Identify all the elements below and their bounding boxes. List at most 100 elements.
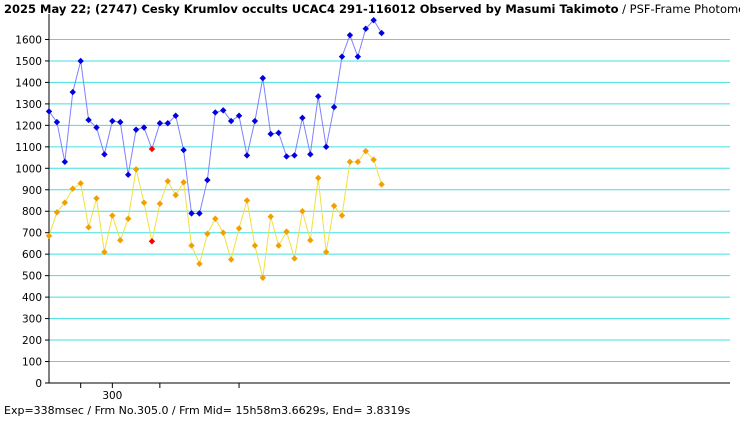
data-point-yellow [69,185,76,192]
data-point-blue [156,120,164,127]
y-tick-label: 700 [22,228,42,240]
data-point-blue [338,53,346,60]
data-point-blue [53,118,61,126]
data-point-blue [299,114,306,122]
data-point-yellow [180,179,187,186]
data-point-blue [196,210,203,217]
data-point-blue [283,153,290,160]
data-point-blue [330,103,338,111]
data-point-blue [101,151,108,158]
data-point-yellow [188,242,195,249]
data-point-blue [275,129,282,137]
data-point-yellow [109,212,116,219]
data-point-yellow [140,199,148,206]
data-point-yellow [164,177,171,185]
data-point-yellow [227,256,235,263]
data-point-yellow [338,212,346,219]
data-point-yellow [322,248,330,256]
y-tick-label: 100 [22,357,42,369]
data-point-blue [251,117,259,125]
data-point-yellow [251,242,259,249]
data-point-blue [354,53,362,60]
data-point-blue [124,171,132,178]
y-tick-label: 1000 [15,163,42,175]
data-point-blue [235,112,243,119]
data-point-yellow [370,156,377,163]
data-point-blue [362,25,369,32]
data-point-blue [172,112,179,119]
data-point-yellow [235,225,243,232]
data-point-yellow [172,191,179,199]
data-point-yellow [283,228,290,235]
data-point-yellow [148,238,156,245]
y-tick-label: 1400 [15,77,42,89]
data-point-yellow [101,248,108,256]
data-point-blue [267,130,274,138]
y-tick-label: 600 [22,249,42,261]
data-point-blue [212,109,219,116]
data-point-yellow [346,158,354,166]
series-line-blue [48,19,383,214]
data-point-yellow [291,255,298,262]
y-tick-label: 1500 [15,56,42,68]
chart-title-method: / PSF-Frame Photometry / [622,2,740,16]
y-tick-label: 200 [22,335,42,347]
data-point-blue [69,88,76,96]
data-point-yellow [124,215,132,222]
data-point-blue [140,124,148,131]
data-point-yellow [212,215,219,222]
data-point-blue [220,107,227,114]
y-tick-label: 500 [22,271,42,283]
data-point-yellow [259,274,267,281]
chart-title: 2025 May 22; (2747) Cesky Krumlov occult… [4,2,740,16]
data-point-yellow [196,260,203,268]
data-point-blue [85,116,92,124]
data-point-blue [148,145,156,153]
data-point-blue [132,126,140,133]
y-tick-label: 1100 [15,142,42,154]
y-tick-label: 1300 [15,99,42,111]
data-point-yellow [53,209,61,216]
data-point-blue [93,124,100,131]
frame-info-footer: Exp=338msec / Frm No.305.0 / Frm Mid= 15… [4,404,411,417]
data-point-blue [180,146,187,154]
data-point-blue [370,16,377,24]
data-point-blue [109,117,116,125]
y-tick-label: 0 [35,378,42,390]
data-point-yellow [315,174,322,182]
data-point-yellow [117,237,124,244]
y-tick-label: 1200 [15,120,42,132]
data-point-yellow [275,242,282,249]
y-tick-label: 900 [22,185,42,197]
data-point-yellow [243,197,251,204]
x-tick-label: 300 [102,390,122,402]
y-tick-label: 800 [22,206,42,218]
data-point-yellow [330,202,338,210]
data-point-yellow [45,232,53,240]
data-point-yellow [267,213,274,220]
data-point-blue [204,176,211,184]
data-point-blue [322,143,330,151]
data-point-blue [346,31,354,39]
data-point-yellow [61,199,69,206]
data-point-yellow [378,181,385,188]
data-point-blue [291,152,298,159]
data-point-blue [259,74,267,82]
data-point-blue [61,158,69,166]
data-point-yellow [220,229,227,236]
y-tick-label: 400 [22,292,42,304]
data-point-yellow [299,208,306,215]
data-point-yellow [307,237,314,244]
data-point-blue [243,152,251,159]
data-point-yellow [362,147,369,155]
data-point-yellow [77,180,84,187]
data-point-blue [164,120,171,127]
data-point-yellow [132,166,140,173]
data-point-blue [315,93,322,100]
data-point-blue [117,118,124,126]
data-point-yellow [85,224,92,231]
data-point-blue [378,29,385,37]
data-point-blue [188,210,195,217]
data-point-yellow [204,230,211,237]
